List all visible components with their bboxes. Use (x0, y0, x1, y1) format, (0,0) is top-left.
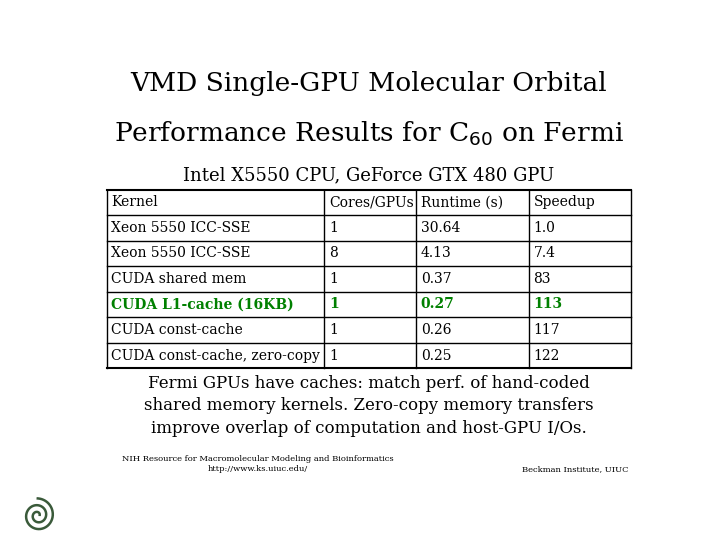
Text: CUDA shared mem: CUDA shared mem (111, 272, 246, 286)
Text: Xeon 5550 ICC-SSE: Xeon 5550 ICC-SSE (111, 221, 251, 235)
Text: Kernel: Kernel (111, 195, 158, 210)
Text: 7.4: 7.4 (534, 246, 555, 260)
Text: CUDA const-cache, zero-copy: CUDA const-cache, zero-copy (111, 348, 320, 362)
Text: 83: 83 (534, 272, 551, 286)
Text: 0.27: 0.27 (420, 298, 454, 312)
Text: 0.25: 0.25 (420, 348, 451, 362)
Text: Xeon 5550 ICC-SSE: Xeon 5550 ICC-SSE (111, 246, 251, 260)
Text: 8: 8 (329, 246, 338, 260)
Text: 1: 1 (329, 348, 338, 362)
Text: Performance Results for C$_{60}$ on Fermi: Performance Results for C$_{60}$ on Ferm… (114, 120, 624, 148)
Text: 1: 1 (329, 221, 338, 235)
Text: 1: 1 (329, 272, 338, 286)
Text: Cores/GPUs: Cores/GPUs (329, 195, 413, 210)
Text: Intel X5550 CPU, GeForce GTX 480 GPU: Intel X5550 CPU, GeForce GTX 480 GPU (184, 167, 554, 185)
Text: 1: 1 (329, 298, 338, 312)
Text: CUDA L1-cache (16KB): CUDA L1-cache (16KB) (111, 298, 294, 312)
Text: NIH Resource for Macromolecular Modeling and Bioinformatics
http://www.ks.uiuc.e: NIH Resource for Macromolecular Modeling… (122, 455, 393, 473)
Text: Speedup: Speedup (534, 195, 595, 210)
Text: 4.13: 4.13 (420, 246, 451, 260)
Text: 122: 122 (534, 348, 560, 362)
Text: Runtime (s): Runtime (s) (420, 195, 503, 210)
Text: 113: 113 (534, 298, 562, 312)
Text: 117: 117 (534, 323, 560, 337)
Text: 0.37: 0.37 (420, 272, 451, 286)
Text: Beckman Institute, UIUC: Beckman Institute, UIUC (522, 465, 629, 473)
Text: CUDA const-cache: CUDA const-cache (111, 323, 243, 337)
Text: 0.26: 0.26 (420, 323, 451, 337)
Text: 30.64: 30.64 (420, 221, 460, 235)
Text: VMD Single-GPU Molecular Orbital: VMD Single-GPU Molecular Orbital (131, 71, 607, 96)
Text: 1.0: 1.0 (534, 221, 555, 235)
Text: 1: 1 (329, 323, 338, 337)
Text: Fermi GPUs have caches: match perf. of hand-coded
shared memory kernels. Zero-co: Fermi GPUs have caches: match perf. of h… (144, 375, 594, 437)
